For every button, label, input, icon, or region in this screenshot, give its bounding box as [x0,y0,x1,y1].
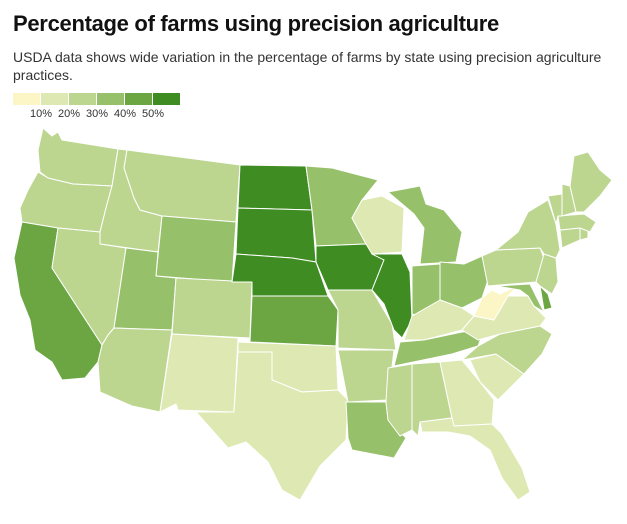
state-north-dakota[interactable] [237,164,313,211]
state-washington[interactable] [37,127,119,187]
state-kansas[interactable] [249,295,339,347]
state-florida[interactable] [419,417,531,501]
legend-swatch-2 [69,93,96,105]
state-new-mexico[interactable] [159,333,239,413]
state-colorado[interactable] [171,277,253,339]
state-west-virginia[interactable] [473,283,521,321]
state-arizona[interactable] [97,327,173,413]
legend-swatch-5 [153,93,180,105]
state-massachusetts[interactable] [557,213,597,233]
state-new-york[interactable] [495,199,561,259]
chart-subtitle: USDA data shows wide variation in the pe… [13,49,602,83]
state-michigan[interactable] [387,185,463,265]
state-wisconsin[interactable] [351,195,405,255]
legend-label-30: 30% [86,108,109,120]
legend-label-40: 40% [114,108,137,120]
state-north-carolina[interactable] [461,325,553,375]
legend-swatch-1 [41,93,68,105]
state-maine[interactable] [569,151,613,213]
chart-title: Percentage of farms using precision agri… [13,11,499,36]
state-texas[interactable] [195,351,349,501]
state-arkansas[interactable] [337,349,395,403]
state-maryland[interactable] [495,283,545,313]
state-vermont[interactable] [547,193,563,225]
state-pennsylvania[interactable] [481,247,545,287]
legend-swatch-3 [97,93,124,105]
state-illinois[interactable] [371,253,413,339]
state-delaware[interactable] [539,285,553,311]
legend-label-50: 50% [142,108,165,120]
legend-swatch-0 [13,93,40,105]
legend-label-10: 10% [30,108,53,120]
state-connecticut[interactable] [559,227,581,249]
legend-label-20: 20% [58,108,81,120]
legend-swatch-4 [125,93,152,105]
state-south-dakota[interactable] [235,207,317,263]
state-wyoming[interactable] [155,215,237,283]
